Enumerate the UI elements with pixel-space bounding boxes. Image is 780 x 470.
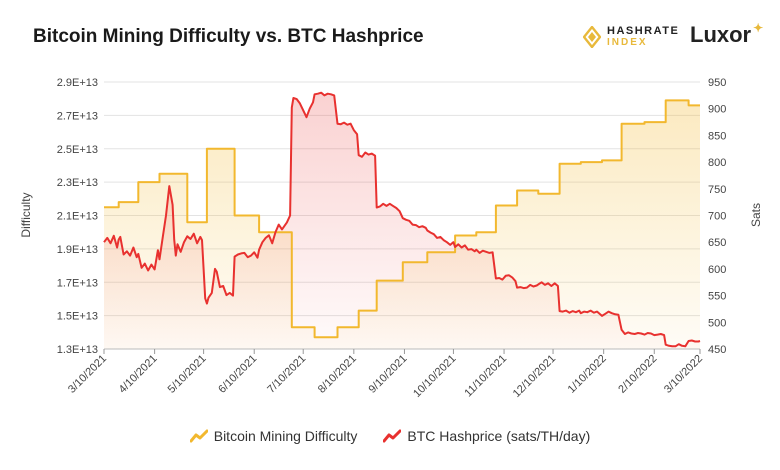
luxor-star-icon: ✦	[753, 21, 764, 35]
series-line-hashprice	[103, 91, 701, 348]
y-left-tick-label: 2.5E+13	[57, 144, 98, 156]
y-left-tick-label: 1.3E+13	[57, 344, 98, 356]
y-right-tick-label: 950	[708, 77, 726, 89]
hashrate-logo-line1: HASHRATE	[607, 25, 680, 37]
x-tick-label: 2/10/2022	[616, 353, 659, 396]
y-right-tick-label: 800	[708, 157, 726, 169]
x-tick-label: 5/10/2021	[166, 353, 209, 396]
y-left-tick-label: 2.3E+13	[57, 177, 98, 189]
legend-item-difficulty: Bitcoin Mining Difficulty	[189, 428, 358, 444]
y-right-tick-label: 900	[708, 104, 726, 116]
x-tick-label: 3/10/2022	[662, 353, 705, 396]
y-axis-left-label: Difficulty	[19, 192, 33, 237]
x-tick-label: 6/10/2021	[216, 353, 259, 396]
chart-canvas: 1.3E+13 1.5E+13 1.7E+13 1.9E+13 2.1E+13 2.3E+…	[19, 77, 763, 400]
x-tick-label: 1/10/2022	[566, 353, 609, 396]
area-layer	[104, 92, 700, 350]
hashrate-index-logo: HASHRATE INDEX	[582, 25, 680, 49]
y-right-tick-label: 600	[708, 264, 726, 276]
chart-title: Bitcoin Mining Difficulty vs. BTC Hashpr…	[33, 26, 424, 47]
y-left-tick-label: 2.1E+13	[57, 211, 98, 223]
legend-item-hashprice: BTC Hashprice (sats/TH/day)	[383, 428, 590, 444]
legend-label-hashprice: BTC Hashprice (sats/TH/day)	[407, 428, 591, 444]
x-tick-label: 7/10/2021	[265, 353, 308, 396]
x-tick-label: 11/10/2021	[462, 353, 509, 400]
x-tick-label: 12/10/2021	[511, 353, 558, 400]
y-right-tick-label: 550	[708, 291, 726, 303]
y-right-tick-label: 500	[708, 317, 726, 329]
y-right-tick-label: 650	[708, 237, 726, 249]
y-right-tick-label: 750	[708, 184, 726, 196]
y-left-tick-label: 1.7E+13	[57, 277, 98, 289]
y-left-tick-label: 1.5E+13	[57, 311, 98, 323]
line-layer	[103, 91, 701, 348]
y-axis-right-label: Sats	[749, 203, 763, 227]
legend-hashprice-icon	[383, 429, 402, 443]
y-left-tick-label: 2.9E+13	[57, 77, 98, 89]
y-left-tick-label: 1.9E+13	[57, 244, 98, 256]
legend: Bitcoin Mining Difficulty BTC Hashprice …	[0, 428, 780, 444]
y-right-tick-label: 700	[708, 211, 726, 223]
x-tick-label: 8/10/2021	[316, 353, 359, 396]
y-right-tick-label: 450	[708, 344, 726, 356]
luxor-logo: Luxor ✦	[690, 21, 764, 48]
series-area-hashprice	[104, 92, 700, 349]
x-tick-label: 10/10/2021	[411, 353, 458, 400]
hashrate-index-logo-icon	[582, 25, 602, 49]
y-left-tick-label: 2.7E+13	[57, 110, 98, 122]
hashrate-logo-line2: INDEX	[607, 37, 648, 48]
legend-label-difficulty: Bitcoin Mining Difficulty	[213, 428, 358, 444]
legend-difficulty-icon	[189, 429, 208, 443]
x-tick-label: 9/10/2021	[366, 353, 409, 396]
y-right-tick-label: 850	[708, 130, 726, 142]
series-line-difficulty	[104, 99, 700, 339]
x-tick-label: 4/10/2021	[117, 353, 160, 396]
x-tick-label: 3/10/2021	[66, 353, 109, 396]
luxor-logo-text: Luxor	[690, 22, 752, 47]
